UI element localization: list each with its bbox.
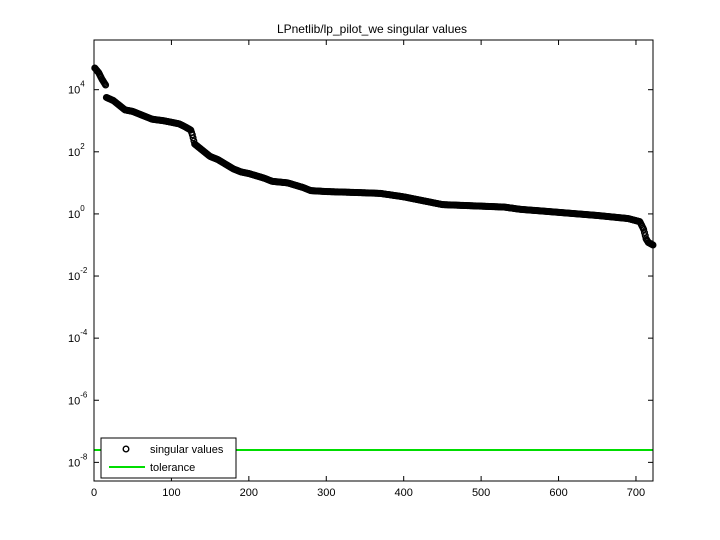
- x-tick-label: 500: [472, 487, 490, 499]
- y-tick-exponent: 4: [80, 80, 85, 89]
- plot-area-frame: [93, 39, 654, 482]
- y-tick-exponent: 2: [80, 142, 85, 151]
- y-tick-label: 100: [68, 204, 85, 221]
- singular-value-point: [188, 131, 196, 139]
- x-tick-label: 300: [317, 487, 335, 499]
- y-tick-exponent: -4: [80, 328, 88, 337]
- legend-label-singular-values: singular values: [150, 444, 224, 456]
- x-tick-label: 200: [240, 487, 258, 499]
- ticks-layer: 0 100 200 300 400 500 600 70010410210010-210-41…: [68, 40, 653, 499]
- data-layer: [91, 64, 657, 451]
- y-tick-exponent: -6: [80, 390, 88, 399]
- y-tick-base: 10: [68, 395, 80, 407]
- x-tick-label: 400: [395, 487, 413, 499]
- singular-value-point: [640, 225, 648, 233]
- y-tick-base: 10: [68, 209, 80, 221]
- y-tick-base: 10: [68, 333, 80, 345]
- y-tick-base: 10: [68, 147, 80, 159]
- singular-value-point: [102, 81, 110, 89]
- y-tick-label: 10-4: [68, 328, 88, 345]
- y-tick-label: 102: [68, 142, 85, 159]
- x-tick-label: 100: [162, 487, 180, 499]
- x-tick-label: 0: [91, 487, 97, 499]
- legend: singular values tolerance: [100, 437, 237, 479]
- singular-value-point: [641, 232, 649, 240]
- legend-label-tolerance: tolerance: [150, 462, 195, 474]
- y-tick-exponent: -8: [80, 452, 88, 461]
- y-tick-exponent: 0: [80, 204, 85, 213]
- x-tick-label: 600: [549, 487, 567, 499]
- y-tick-exponent: -2: [80, 266, 88, 275]
- y-tick-label: 10-6: [68, 390, 88, 407]
- y-tick-base: 10: [68, 457, 80, 469]
- legend-box: [100, 437, 237, 479]
- chart-title: LPnetlib/lp_pilot_we singular values: [277, 22, 467, 36]
- y-tick-label: 10-2: [68, 266, 88, 283]
- y-tick-base: 10: [68, 85, 80, 97]
- y-tick-base: 10: [68, 271, 80, 283]
- y-tick-label: 10-8: [68, 452, 88, 469]
- singular-value-point: [640, 229, 648, 237]
- legend-marker-singular-values: [122, 445, 130, 453]
- y-tick-label: 104: [68, 80, 85, 97]
- singular-value-point: [189, 134, 197, 142]
- x-tick-label: 700: [627, 487, 645, 499]
